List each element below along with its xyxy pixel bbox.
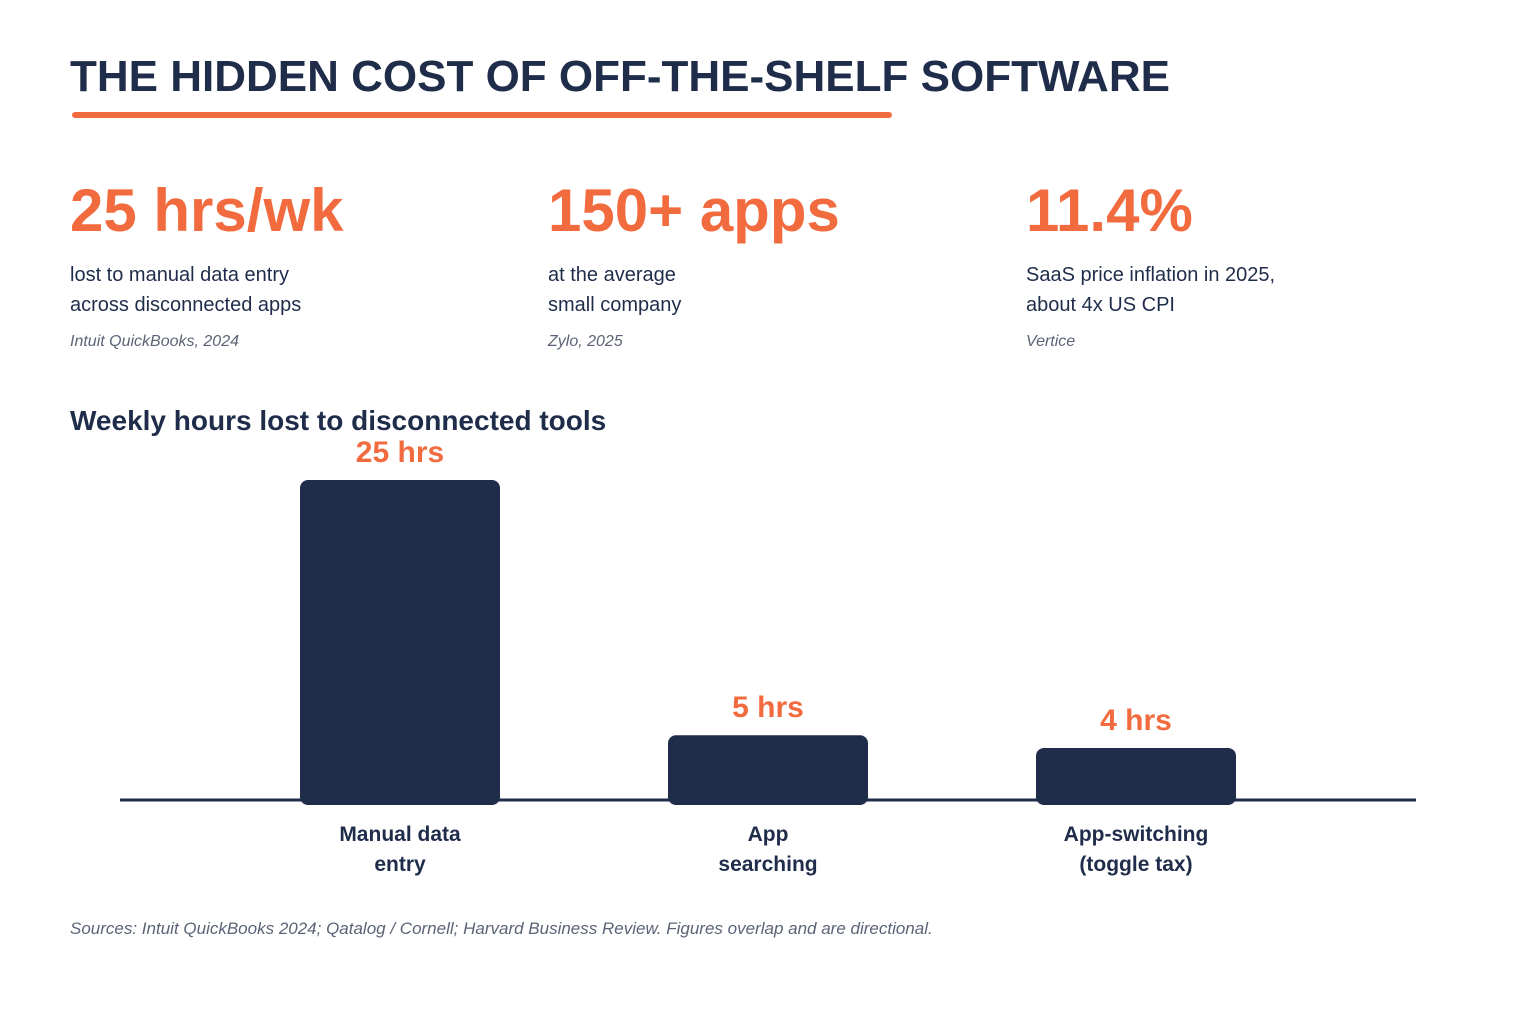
stat-description-line: SaaS price inflation in 2025, bbox=[1026, 264, 1276, 286]
category-label: App bbox=[748, 823, 789, 846]
bar bbox=[300, 480, 500, 805]
stat-value: 11.4% bbox=[1026, 177, 1193, 244]
stat-description: SaaS price inflation in 2025, about 4x U… bbox=[1026, 260, 1466, 320]
stat-source: Vertice bbox=[1026, 333, 1076, 350]
stat-value: 25 hrs/wk bbox=[70, 177, 344, 244]
bar bbox=[1036, 747, 1236, 805]
page-title: THE HIDDEN COST OF OFF-THE-SHELF SOFTWAR… bbox=[70, 52, 1170, 101]
stat-value: 150+ apps bbox=[548, 177, 840, 244]
chart-title: Weekly hours lost to disconnected tools bbox=[70, 405, 607, 436]
stat-description-line: lost to manual data entry bbox=[70, 264, 290, 286]
sources-footnote: Sources: Intuit QuickBooks 2024; Qatalog… bbox=[70, 919, 933, 938]
stat-description-line: at the average bbox=[548, 264, 676, 286]
title-underline bbox=[72, 112, 892, 118]
stat-description-line: across disconnected apps bbox=[70, 294, 302, 316]
category-label: searching bbox=[718, 853, 817, 876]
stat-source: Zylo, 2025 bbox=[548, 333, 623, 350]
data-label: 5 hrs bbox=[732, 691, 804, 724]
category-label: entry bbox=[374, 853, 426, 876]
category-label: Manual data bbox=[339, 823, 461, 846]
data-label: 25 hrs bbox=[356, 436, 444, 469]
stat-card-hours: 25 hrs/wk lost to manual data entry acro… bbox=[70, 176, 510, 352]
stat-description: at the average small company bbox=[548, 260, 988, 320]
stat-description-line: small company bbox=[548, 294, 682, 316]
category-label: (toggle tax) bbox=[1079, 853, 1192, 876]
stat-description-line: about 4x US CPI bbox=[1026, 294, 1175, 316]
stat-card-apps: 150+ apps at the average small company Z… bbox=[548, 176, 988, 352]
category-label: App-switching bbox=[1064, 823, 1209, 846]
stat-card-inflation: 11.4% SaaS price inflation in 2025, abou… bbox=[1026, 176, 1466, 352]
bar bbox=[668, 735, 868, 805]
stat-description: lost to manual data entry across disconn… bbox=[70, 260, 510, 320]
stat-source: Intuit QuickBooks, 2024 bbox=[70, 333, 239, 350]
data-label: 4 hrs bbox=[1100, 704, 1172, 737]
